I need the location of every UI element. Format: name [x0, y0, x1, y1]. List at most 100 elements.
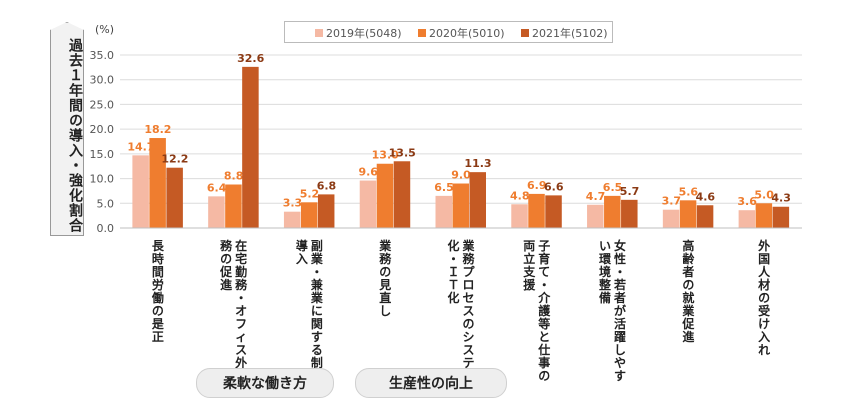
category-label-char: や: [614, 356, 626, 370]
category-label-char: の: [152, 304, 164, 318]
category-label-char: の: [538, 369, 550, 383]
data-label: 6.5: [434, 181, 454, 194]
data-label: 32.6: [237, 52, 264, 65]
legend-swatch-2019: [315, 29, 323, 37]
category-label-char: 業: [461, 238, 475, 253]
category-label-char: 支: [522, 264, 536, 279]
category-label-char: 環: [599, 252, 612, 266]
category-label-char: 制: [311, 355, 323, 370]
category-label-char: 勤: [235, 264, 247, 279]
data-label: 8.8: [224, 170, 244, 183]
bar: [662, 209, 680, 228]
y-axis-label: 過去１年間の導入・強化割合: [67, 38, 83, 233]
bar: [511, 204, 528, 228]
data-label: 13.5: [389, 146, 416, 159]
category-label-char: 促: [219, 264, 233, 279]
category-label-char: シ: [462, 330, 474, 344]
data-label: 5.7: [620, 185, 640, 198]
bar: [604, 195, 621, 228]
category-label-char: 材: [757, 277, 770, 292]
category-label-char: 宅: [235, 251, 247, 266]
data-label: 3.7: [662, 195, 682, 208]
category-label-char: 両: [523, 239, 535, 253]
category-label-char: 受: [758, 303, 770, 318]
legend-item-2020: 2020年(5010): [418, 25, 505, 41]
y-tick-label: 0.0: [97, 222, 115, 235]
category-label-char: 女: [614, 238, 626, 253]
category-label-char: る: [311, 343, 323, 357]
category-label-char: ロ: [462, 278, 474, 292]
category-label-char: し: [379, 304, 391, 318]
data-label: 3.3: [283, 197, 303, 210]
category-label-char: 務: [220, 238, 233, 253]
category-label-char: 境: [599, 264, 611, 279]
category-label-char: の: [682, 278, 694, 292]
category-label-char: ・: [311, 265, 323, 279]
group-label-productivity: 生産性の向上: [355, 368, 507, 398]
data-label: 4.3: [771, 192, 791, 205]
category-label-char: 兼: [310, 277, 324, 292]
bar: [621, 199, 638, 228]
category-label-char: の: [758, 291, 770, 305]
category-label-char: て: [538, 265, 550, 279]
category-label-char: 若: [613, 277, 626, 292]
legend-swatch-2021: [521, 29, 529, 37]
legend: 2019年(5048) 2020年(5010) 2021年(5102): [284, 21, 613, 43]
category-label-char: 化: [447, 290, 459, 305]
category-label-char: ・: [614, 265, 626, 279]
category-label-char: ・: [538, 278, 550, 292]
category-label-char: け: [758, 317, 770, 331]
data-label: 5.6: [679, 185, 699, 198]
y-tick-label: 30.0: [90, 74, 115, 87]
category-label-char: Ｔ: [447, 278, 459, 292]
bar: [317, 194, 335, 228]
category-label-char: 者: [613, 290, 626, 305]
category-label-char: 就: [682, 290, 694, 305]
group-label-flexible-work: 柔軟な働き方: [196, 368, 334, 398]
category-label-char: 長: [152, 238, 165, 253]
data-label: 5.0: [754, 188, 774, 201]
category-label-char: す: [311, 330, 323, 344]
bar: [772, 206, 790, 228]
data-label: 6.8: [317, 179, 337, 192]
category-label-char: ス: [235, 343, 247, 357]
category-label-char: 外: [758, 238, 770, 253]
category-label: 副業・兼業に関する制度導入: [296, 238, 324, 383]
category-label-char: 事: [538, 355, 550, 370]
category-label-char: 時: [152, 251, 164, 266]
category-label-char: の: [462, 317, 474, 331]
bar: [435, 195, 452, 228]
bar: [738, 210, 756, 228]
legend-item-2019: 2019年(5048): [315, 25, 402, 41]
legend-swatch-2020: [418, 29, 426, 37]
bar: [393, 161, 411, 228]
category-label-char: 備: [599, 290, 611, 305]
bar: [300, 202, 318, 228]
category-label-char: 高: [682, 238, 694, 253]
category-label-char: 間: [152, 265, 164, 279]
category-label-char: 関: [311, 317, 323, 331]
bar: [376, 163, 394, 228]
category-label-char: い: [599, 239, 611, 253]
category-label-char: 外: [235, 355, 247, 370]
category-label-char: 立: [523, 251, 535, 266]
unit-label: (%): [95, 23, 115, 36]
bar: [528, 193, 545, 228]
y-tick-label: 5.0: [97, 197, 115, 210]
bar: [545, 195, 562, 228]
category-label: 業務プロセスのシステム化・ＩＴ化: [447, 238, 475, 383]
category-label-char: セ: [462, 291, 474, 305]
bar: [208, 196, 225, 228]
category-label-char: 入: [758, 330, 770, 344]
bar: [679, 200, 697, 228]
data-label: 4.7: [586, 190, 606, 203]
data-label: 14.7: [127, 140, 154, 153]
category-label-char: 躍: [614, 330, 626, 344]
category-label-char: 介: [537, 290, 551, 305]
data-label: 6.6: [544, 180, 564, 193]
